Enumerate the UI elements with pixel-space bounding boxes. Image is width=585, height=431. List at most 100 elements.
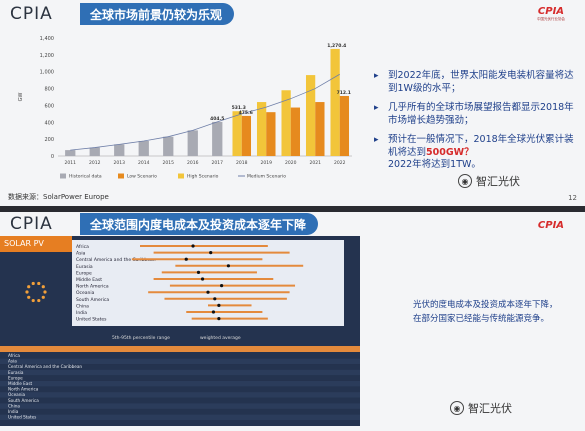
watermark-2-text: 智汇光伏 [468, 402, 512, 415]
sun-icon [37, 298, 41, 303]
cost-chart-panel: Africa Asia Central America and the Caribb… [0, 236, 360, 426]
slide2-title: 全球范围内度电成本及投资成本逐年下降 [80, 213, 319, 235]
slide2-header: CPIA 全球范围内度电成本及投资成本逐年下降 [0, 212, 319, 236]
weighted-avg-dot [213, 297, 217, 301]
region-label: Europe [76, 270, 92, 276]
bullet-3-post: 2022年将达到1TW。 [388, 159, 481, 170]
x-tick-label: 2012 [89, 160, 101, 166]
table-row [0, 381, 360, 387]
data-label-2022-high: 1,270.4 [327, 43, 346, 49]
bullet-3: 预计在一般情况下，2018年全球光伏累计装机将达到500GW？2022年将达到1… [372, 134, 577, 172]
weighted-avg-dot [196, 270, 201, 274]
slide-market-outlook: CPIA 全球市场前景仍较为乐观 CPIA 中国光伏行业协会 0 200 400 60… [0, 0, 585, 206]
table-region: India [8, 409, 19, 414]
data-label-2017: 404.5 [210, 116, 224, 122]
table-region: Africa [8, 353, 20, 358]
x-tick-label: 2011 [65, 160, 77, 166]
table-row [0, 386, 360, 392]
x-tick-label: 2021 [310, 160, 322, 166]
bar-low-scenario [290, 107, 301, 156]
table-region: South America [8, 398, 39, 403]
weighted-avg-dot [226, 264, 230, 268]
x-tick-label: 2019 [261, 160, 273, 166]
cpia-badge-2: CPIA [531, 220, 571, 231]
legend-label: Historical data [69, 174, 102, 180]
bar-high-scenario [232, 111, 242, 156]
wechat-icon: ◉ [458, 174, 472, 188]
y-tick-label: 600 [44, 103, 54, 109]
bullet-2: 几乎所有的全球市场展望报告都显示2018年市场增长趋势强劲； [372, 102, 577, 127]
cpia-badge-2-text: CPIA [537, 220, 565, 231]
y-tick-label: 0 [51, 154, 54, 160]
y-tick-label: 1,400 [40, 36, 54, 42]
table-region: Oceania [8, 392, 26, 397]
x-tick-label: 2017 [212, 160, 224, 166]
legend-swatch [178, 173, 184, 179]
legend-label: Low Scenario [127, 174, 157, 180]
region-label: United States [76, 317, 107, 323]
cpia-badge-text: CPIA [537, 6, 565, 17]
x-tick-label: 2018 [236, 160, 248, 166]
table-row [0, 364, 360, 370]
wechat-icon-2: ◉ [450, 401, 464, 415]
y-tick-label: 1,200 [40, 53, 54, 59]
cpia-logo-2: CPIA [10, 214, 53, 234]
sun-icon [27, 295, 31, 299]
bullet-3-pre: 预计在一般情况下，2018年全球光伏累计装机将达到 [388, 134, 574, 158]
table-header [0, 346, 360, 352]
x-tick-label: 2022 [334, 160, 346, 166]
table-row [0, 369, 360, 376]
bar-high-scenario [305, 75, 316, 156]
data-source: 数据来源：SolarPower Europe [8, 193, 109, 201]
data-label-2018-high: 531.3 [232, 105, 246, 111]
bar-high-scenario [256, 102, 267, 156]
slide-divider [0, 206, 585, 212]
data-label-2018-low: 475.6 [239, 110, 253, 116]
y-tick-label: 800 [44, 87, 54, 93]
bar-historical [114, 144, 125, 156]
table-region: Asia [8, 359, 17, 364]
cost-note: 光伏的度电成本及投资成本逐年下降，在部分国家已经能与传统能源竞争。 [413, 300, 558, 324]
x-tick-label: 2014 [138, 160, 150, 166]
table-row [0, 397, 360, 404]
bullet-3-highlight: 500GW？ [426, 146, 474, 158]
region-label: Oceania [76, 290, 95, 296]
sun-icon [27, 285, 31, 289]
cpia-badge: CPIA 中国光伏行业协会 [531, 6, 571, 22]
table-region: China [8, 403, 20, 408]
region-label: South America [76, 297, 109, 303]
table-region: Eurasia [8, 370, 24, 375]
sun-icon [31, 298, 35, 303]
watermark: ◉ 智汇光伏 [458, 173, 520, 189]
sun-icon [41, 285, 45, 289]
cpia-logo: CPIA [10, 4, 53, 24]
table-row [0, 392, 360, 398]
y-tick-label: 400 [44, 120, 54, 126]
table-row [0, 403, 360, 409]
bar-high-scenario [281, 90, 291, 156]
region-label: China [76, 303, 89, 309]
table-row [0, 358, 360, 364]
bar-historical [163, 136, 174, 156]
x-tick-label: 2015 [163, 160, 175, 166]
slide-title: 全球市场前景仍较为乐观 [80, 3, 235, 25]
weighted-avg-dot [184, 257, 188, 261]
bar-low-scenario [315, 102, 325, 156]
bar-historical [65, 150, 76, 156]
weighted-avg-dot [200, 277, 205, 281]
cpia-badge-sub: 中国光伏行业协会 [537, 17, 565, 21]
x-tick-label: 2013 [114, 160, 126, 166]
region-label: Eurasia [76, 264, 93, 270]
region-label: North America [76, 284, 109, 290]
bullet-1: 到2022年底，世界太阳能发电装机容量将达到1W级的水平； [372, 70, 577, 95]
region-label: Central America and the Caribbean [76, 257, 156, 263]
bar-high-scenario [330, 48, 340, 156]
watermark-text: 智汇光伏 [476, 175, 520, 188]
bar-historical [138, 140, 149, 156]
slide-cost-decline: Africa Asia Central America and the Caribb… [0, 212, 585, 431]
weighted-avg-dot [206, 290, 210, 294]
slide-header: CPIA 全球市场前景仍较为乐观 [0, 0, 235, 28]
legend-label: Medium Scenario [247, 174, 286, 180]
region-label: Africa [76, 244, 89, 250]
